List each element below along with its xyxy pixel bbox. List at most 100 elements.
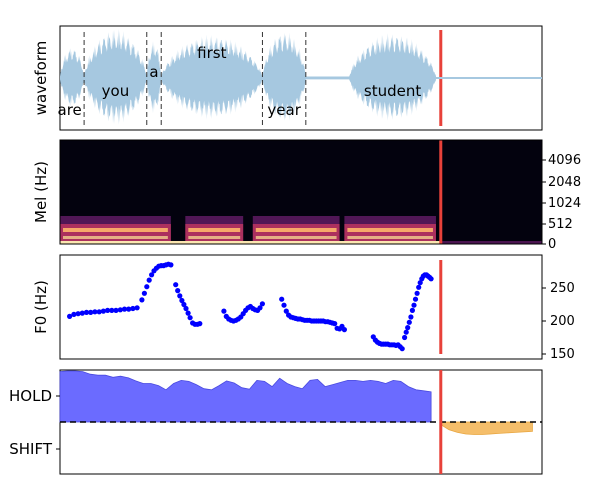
mel-tick-2048: 2048 bbox=[548, 175, 581, 190]
f0-point bbox=[405, 325, 411, 331]
f0-panel: 250 200 150 F0 (Hz) bbox=[32, 254, 575, 362]
f0-point bbox=[408, 314, 414, 320]
f0-point bbox=[88, 309, 94, 315]
word-label-you: you bbox=[102, 82, 130, 100]
word-label-student: student bbox=[364, 82, 421, 100]
f0-point bbox=[259, 301, 265, 307]
f0-point bbox=[221, 308, 227, 314]
f0-point bbox=[144, 284, 150, 290]
waveform-ylabel: waveform bbox=[32, 41, 50, 116]
mel-tick-1024: 1024 bbox=[548, 196, 581, 211]
waveform-panel: are you a first year student waveform bbox=[32, 25, 543, 131]
mel-band-light-2 bbox=[255, 236, 337, 239]
mel-band-bright-2 bbox=[255, 228, 337, 232]
f0-tick-250: 250 bbox=[550, 281, 575, 296]
f0-point bbox=[173, 282, 179, 288]
f0-point bbox=[417, 280, 423, 286]
f0-point bbox=[146, 277, 152, 283]
f0-point bbox=[402, 334, 408, 341]
f0-point bbox=[332, 321, 338, 327]
f0-yticks: 250 200 150 bbox=[542, 281, 575, 362]
mel-bottom-band bbox=[60, 241, 441, 244]
f0-point bbox=[100, 308, 106, 314]
f0-point bbox=[181, 301, 187, 308]
f0-point bbox=[130, 305, 136, 312]
f0-point bbox=[175, 288, 181, 294]
f0-point bbox=[185, 310, 191, 316]
shift-probability-area bbox=[440, 421, 533, 435]
word-labels: are you a first year student bbox=[58, 44, 422, 119]
mel-band-mid-1 bbox=[185, 224, 244, 242]
mel-energy-bands bbox=[60, 216, 542, 244]
mel-band-bright-3 bbox=[347, 228, 433, 232]
mel-band-light-0 bbox=[63, 236, 168, 239]
mel-panel: 4096 2048 1024 512 0 Mel (Hz) bbox=[32, 139, 581, 252]
f0-tick-200: 200 bbox=[550, 314, 575, 329]
f0-point bbox=[416, 284, 422, 290]
f0-ylabel: F0 (Hz) bbox=[32, 280, 50, 334]
f0-point bbox=[168, 262, 174, 268]
f0-point bbox=[183, 305, 189, 312]
mel-band-mid-3 bbox=[344, 224, 436, 242]
f0-point bbox=[121, 306, 128, 312]
f0-point bbox=[281, 302, 287, 308]
mel-tick-512: 512 bbox=[548, 217, 573, 232]
f0-point bbox=[428, 276, 434, 282]
f0-point bbox=[197, 321, 203, 327]
mel-yticks: 4096 2048 1024 512 0 bbox=[542, 153, 581, 252]
f0-frame bbox=[59, 254, 543, 360]
f0-point bbox=[139, 297, 145, 303]
f0-point bbox=[406, 319, 412, 325]
mel-band-mid-0 bbox=[60, 224, 171, 242]
f0-point bbox=[92, 309, 98, 315]
mel-frame bbox=[59, 139, 543, 245]
f0-tick-150: 150 bbox=[550, 347, 575, 362]
mel-tick-4096: 4096 bbox=[548, 153, 581, 168]
f0-point bbox=[141, 290, 147, 296]
f0-point bbox=[187, 315, 193, 321]
f0-point bbox=[257, 305, 263, 311]
f0-point bbox=[179, 297, 185, 304]
f0-point bbox=[403, 329, 409, 335]
f0-point bbox=[399, 346, 405, 352]
hold-probability-area bbox=[59, 370, 432, 423]
f0-point bbox=[75, 311, 81, 317]
hold-label: HOLD bbox=[9, 387, 52, 405]
f0-point bbox=[412, 296, 419, 302]
f0-point bbox=[109, 307, 115, 313]
word-label-year: year bbox=[267, 101, 301, 119]
f0-point bbox=[83, 309, 90, 315]
mel-ylabel: Mel (Hz) bbox=[32, 161, 50, 223]
shift-label: SHIFT bbox=[9, 440, 53, 458]
f0-point bbox=[134, 305, 140, 311]
f0-point bbox=[117, 307, 123, 313]
f0-point bbox=[113, 307, 119, 313]
mel-band-light-3 bbox=[347, 236, 433, 239]
f0-point bbox=[409, 307, 415, 313]
f0-point bbox=[105, 307, 111, 313]
f0-point bbox=[341, 327, 347, 333]
f0-point bbox=[283, 308, 289, 314]
mel-band-bright-1 bbox=[188, 228, 241, 232]
f0-point bbox=[177, 293, 183, 299]
f0-point bbox=[79, 310, 85, 316]
mel-silence-band bbox=[440, 241, 542, 244]
word-label-a: a bbox=[149, 63, 158, 81]
mel-tick-0: 0 bbox=[548, 237, 556, 252]
word-label-are: are bbox=[58, 101, 82, 119]
mel-band-mid-2 bbox=[252, 224, 340, 242]
f0-point bbox=[126, 306, 132, 312]
word-label-first: first bbox=[197, 44, 226, 62]
waveform-trace bbox=[60, 28, 436, 125]
f0-point bbox=[96, 309, 102, 315]
f0-point bbox=[149, 272, 155, 278]
mel-band-light-1 bbox=[188, 236, 241, 239]
f0-point bbox=[411, 302, 417, 308]
f0-point bbox=[71, 311, 77, 317]
turn-panel: HOLD SHIFT bbox=[9, 369, 543, 475]
f0-point bbox=[414, 290, 420, 296]
f0-point bbox=[67, 313, 73, 319]
mel-band-bright-0 bbox=[63, 228, 168, 232]
f0-points bbox=[67, 261, 434, 352]
